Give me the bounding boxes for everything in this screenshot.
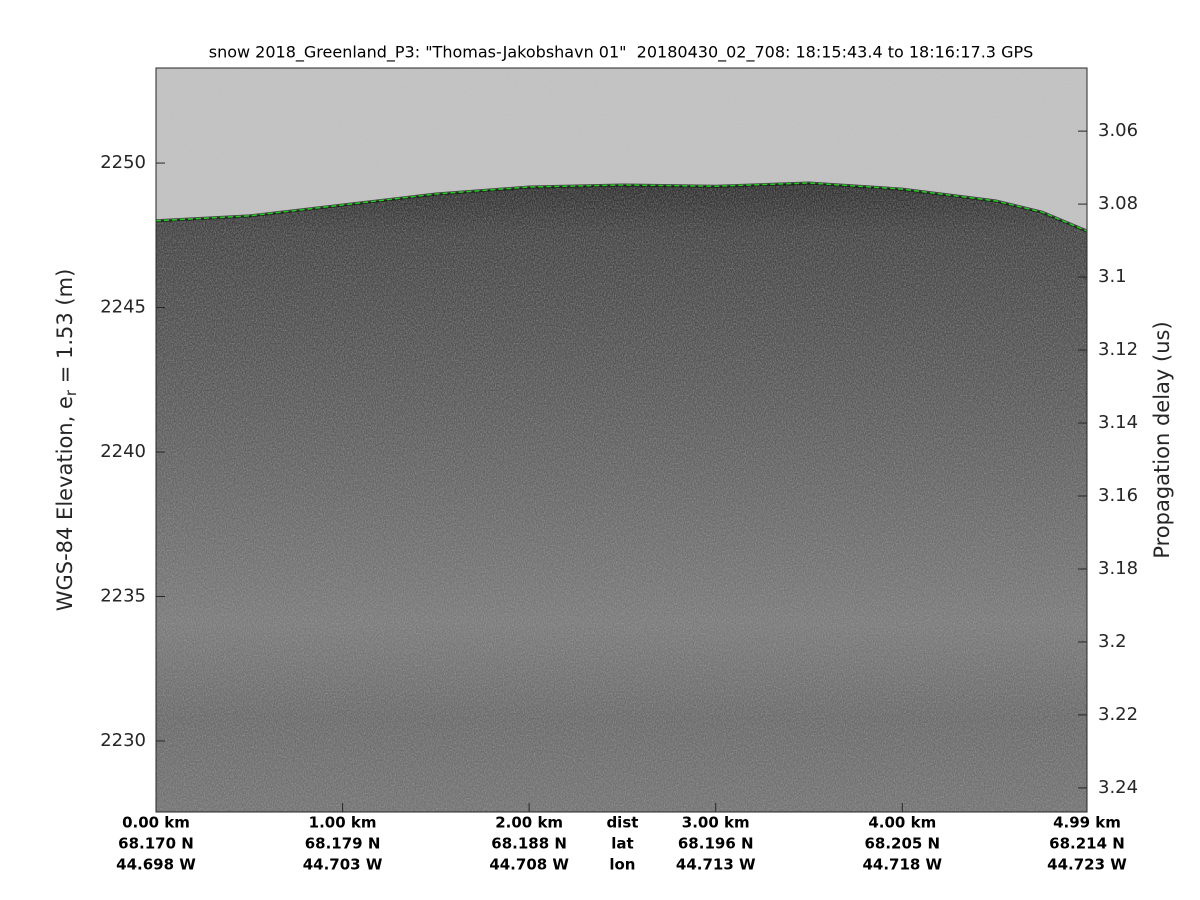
x-tick-lat: 68.179 N: [305, 835, 381, 853]
x-tick-lon: 44.703 W: [303, 856, 383, 874]
x-tick-lon: 44.713 W: [676, 856, 756, 874]
x-tick-lat: 68.205 N: [864, 835, 940, 853]
y2-tick-label: 3.12: [1098, 339, 1138, 360]
y-tick-label: 2245: [100, 297, 146, 318]
y2-tick-label: 3.2: [1098, 631, 1127, 652]
y-tick-label: 2240: [100, 441, 146, 462]
y2-tick-label: 3.14: [1098, 412, 1138, 433]
plot-frame: [155, 67, 1088, 813]
x-tick-lat: 68.170 N: [118, 835, 194, 853]
y-label-rest: = 1.53 (m): [53, 269, 77, 390]
y2-tick-label: 3.16: [1098, 485, 1138, 506]
x-tick-label: 1.00 km: [309, 814, 377, 832]
x-tick-lat: 68.196 N: [678, 835, 754, 853]
x-tick-label: 0.00 km: [122, 814, 190, 832]
x-tick-label: 4.00 km: [868, 814, 936, 832]
y2-axis-label: Propagation delay (us): [1150, 321, 1174, 558]
y-label-text: WGS-84 Elevation, e: [53, 396, 77, 611]
chart-title: snow 2018_Greenland_P3: "Thomas-Jakobsha…: [209, 43, 1034, 63]
y-label-sub: r: [62, 389, 80, 396]
y-tick-label: 2235: [100, 585, 146, 606]
y-axis-label: WGS-84 Elevation, er = 1.53 (m): [53, 269, 80, 612]
x-row-label: lon: [609, 856, 635, 874]
x-tick-lon: 44.708 W: [489, 856, 569, 874]
x-tick-lon: 44.723 W: [1047, 856, 1127, 874]
x-tick-label: 3.00 km: [682, 814, 750, 832]
x-tick-label: 4.99 km: [1053, 814, 1121, 832]
y2-tick-label: 3.22: [1098, 704, 1138, 725]
x-tick-label: 2.00 km: [495, 814, 563, 832]
x-tick-lat: 68.188 N: [491, 835, 567, 853]
y2-tick-label: 3.06: [1098, 120, 1138, 141]
speckle-noise: [156, 68, 1087, 812]
y2-tick-label: 3.08: [1098, 193, 1138, 214]
y2-tick-label: 3.24: [1098, 777, 1138, 798]
plot-area: [156, 68, 1087, 812]
x-tick-lon: 44.718 W: [862, 856, 942, 874]
surface-line: [156, 182, 1087, 232]
y-tick-label: 2250: [100, 152, 146, 173]
x-row-label: lat: [611, 835, 633, 853]
x-tick-lat: 68.214 N: [1049, 835, 1125, 853]
y2-tick-label: 3.1: [1098, 266, 1127, 287]
y2-tick-label: 3.18: [1098, 558, 1138, 579]
y-tick-label: 2230: [100, 730, 146, 751]
x-row-label: dist: [606, 814, 638, 832]
x-tick-lon: 44.698 W: [116, 856, 196, 874]
